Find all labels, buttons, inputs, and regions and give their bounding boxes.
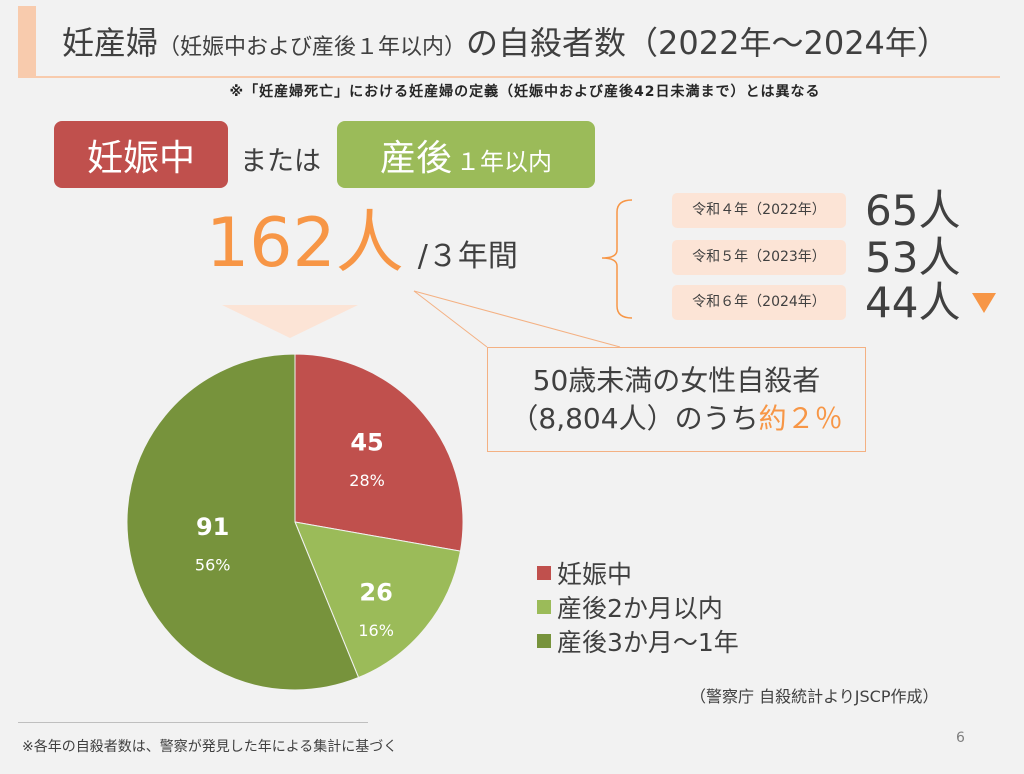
chart-legend: 妊娠中 産後2か月以内 産後3か月～1年 (537, 556, 739, 658)
pie-slice-postpartum-late (126, 353, 360, 691)
legend-item-pregnancy: 妊娠中 (537, 556, 739, 590)
callout-line-2-text: （8,804人）のうち (510, 401, 759, 435)
year-count: 65人 (865, 186, 961, 235)
total-period: /３年間 (417, 239, 518, 274)
connector-text: または (240, 146, 321, 177)
legend-swatch (537, 566, 551, 580)
data-label-value: 45 (350, 429, 383, 457)
footer-divider (18, 722, 368, 723)
pie-slice-postpartum-early (294, 521, 462, 679)
year-count: 44人 (865, 278, 961, 327)
pie-chart: 45 28% 26 16% 91 56% (126, 353, 464, 691)
slide-title: 妊産婦（妊娠中および産後１年以内）の自殺者数（2022年～2024年） (62, 15, 949, 71)
title-accent-bar (18, 6, 36, 78)
year-row-2023: 令和５年（2023年） 53人 (672, 235, 1002, 281)
legend-label: 産後3か月～1年 (557, 628, 739, 657)
year-row-2024: 令和６年（2024年） 44人 (672, 280, 1002, 326)
callout-highlight: 約２％ (758, 401, 843, 435)
postpartum-tag: 産後 １年以内 (337, 121, 595, 188)
year-label: 令和５年（2023年） (672, 240, 846, 275)
callout-line-1: 50歳未満の女性自殺者 (532, 363, 821, 397)
ratio-callout: 50歳未満の女性自殺者 （8,804人）のうち約２％ (487, 347, 866, 452)
pregnancy-tag-label: 妊娠中 (86, 137, 195, 179)
page-number: 6 (956, 730, 965, 746)
year-brace (601, 199, 633, 319)
total-count-block: 162人 /３年間 (206, 200, 518, 288)
pointer-arrow-shape (222, 305, 358, 338)
down-triangle-icon (972, 293, 996, 313)
total-count: 162人 (206, 204, 404, 283)
legend-label: 妊娠中 (557, 560, 633, 589)
postpartum-tag-label: 産後 (379, 137, 452, 179)
data-label-percent: 28% (349, 471, 385, 490)
legend-swatch (537, 634, 551, 648)
definition-note: ※「妊産婦死亡」における妊産婦の定義（妊娠中および産後42日未満まで）とは異なる (229, 84, 821, 100)
title-rest: の自殺者数（2022年～2024年） (466, 24, 949, 62)
year-count: 53人 (865, 233, 961, 282)
title-main: 妊産婦 (62, 24, 159, 62)
legend-item-postpartum-early: 産後2か月以内 (537, 590, 739, 624)
pie-slice-pregnancy (294, 353, 464, 552)
postpartum-tag-range: １年以内 (456, 147, 552, 176)
callout-pointer-line (413, 290, 488, 348)
callout-pointer-line (413, 290, 621, 348)
data-label-percent: 16% (358, 621, 394, 640)
footnote: ※各年の自殺者数は、警察が発見した年による集計に基づく (22, 739, 398, 755)
title-underline (36, 76, 1000, 78)
data-label-percent: 56% (195, 555, 231, 574)
data-label-value: 91 (196, 513, 229, 541)
year-label: 令和６年（2024年） (672, 285, 846, 320)
year-row-2022: 令和４年（2022年） 65人 (672, 188, 1002, 234)
legend-swatch (537, 600, 551, 614)
pregnancy-tag: 妊娠中 (54, 121, 228, 188)
year-label: 令和４年（2022年） (672, 193, 846, 228)
legend-label: 産後2か月以内 (557, 594, 723, 623)
callout-line-2: （8,804人）のうち約２％ (510, 400, 842, 438)
title-subtitle: （妊娠中および産後１年以内） (158, 35, 467, 60)
data-source: （警察庁 自殺統計よりJSCP作成） (690, 687, 939, 706)
legend-item-postpartum-late: 産後3か月～1年 (537, 624, 739, 658)
data-label-value: 26 (359, 579, 392, 607)
